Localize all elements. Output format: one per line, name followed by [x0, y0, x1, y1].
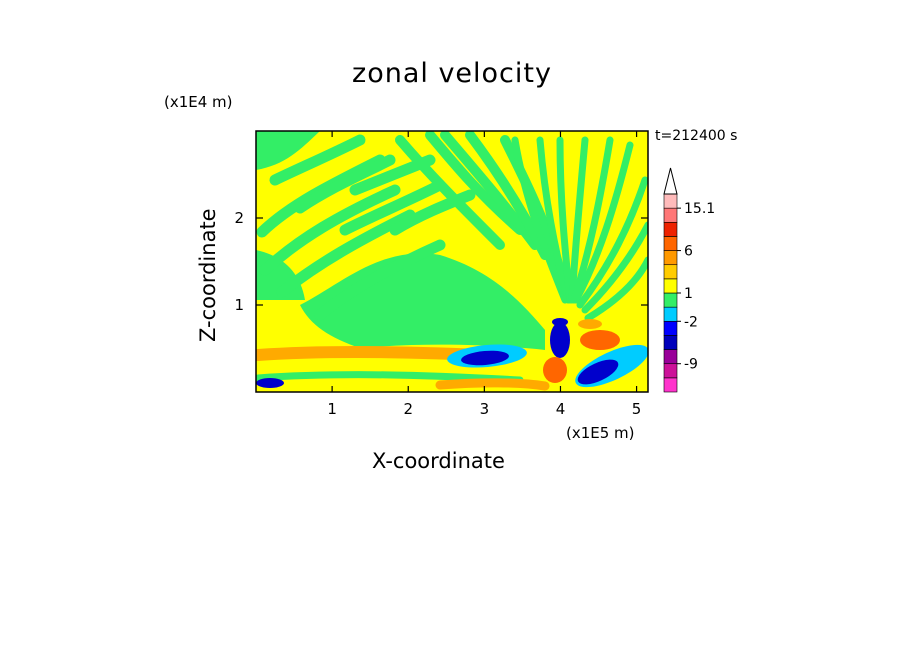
green-stripe — [440, 131, 540, 250]
green-stripe — [576, 176, 648, 309]
colorbar: 15.1 6 1 -2 -9 — [663, 167, 715, 393]
colorbar-label: -2 — [684, 314, 698, 330]
y-tick-label: 2 — [234, 209, 244, 227]
green-stripe — [339, 179, 446, 236]
green-stripe — [570, 136, 614, 304]
colorbar-swatch — [663, 292, 678, 308]
x-tick-label: 2 — [403, 400, 413, 418]
green-stripe — [568, 136, 589, 304]
colorbar-swatch — [663, 377, 678, 393]
colorbar-swatch — [663, 221, 678, 237]
colorbar-swatch — [663, 335, 678, 350]
blue-blob — [256, 378, 284, 388]
green-stripe — [294, 154, 396, 214]
x-tick-label: 3 — [480, 400, 490, 418]
green-stripe — [584, 256, 648, 322]
colorbar-label: 1 — [684, 286, 693, 302]
orange-band — [435, 378, 550, 391]
colorbar-swatch — [663, 349, 678, 365]
green-stripe — [465, 131, 550, 260]
green-stripe — [572, 141, 634, 304]
velocity-field — [256, 131, 648, 392]
chart-title: zonal velocity — [352, 58, 552, 89]
green-stripe — [536, 136, 572, 304]
colorbar-extend-arrow — [663, 167, 678, 195]
green-region — [256, 131, 320, 170]
green-stripe — [581, 221, 648, 314]
plot-frame — [255, 130, 649, 393]
x-axis-unit-label: (x1E5 m) — [566, 424, 635, 442]
x-axis-ticks: 1 2 3 4 5 — [327, 131, 641, 418]
green-stripe — [425, 131, 525, 235]
orange-blob — [578, 319, 602, 329]
green-stripe — [556, 136, 574, 304]
blue-blob — [552, 318, 568, 326]
time-label: t=212400 s — [655, 128, 738, 144]
green-stripe — [314, 239, 446, 321]
colorbar-swatch — [663, 236, 678, 251]
green-band — [256, 371, 524, 384]
green-stripe — [389, 189, 476, 236]
colorbar-swatch — [663, 320, 678, 336]
green-stripe — [276, 209, 416, 298]
blue-blob — [461, 350, 509, 366]
colorbar-swatch — [663, 278, 678, 294]
red-blob — [580, 330, 620, 350]
colorbar-label: 6 — [684, 244, 693, 260]
y-tick-label: 1 — [234, 296, 244, 314]
colorbar-swatch — [663, 250, 678, 266]
green-stripe — [269, 134, 366, 186]
colorbar-swatch — [663, 363, 678, 379]
colorbar-swatch — [663, 306, 678, 322]
blue-blob — [577, 359, 619, 385]
colorbar-swatch — [663, 264, 678, 280]
red-blob — [543, 357, 567, 383]
colorbar-label: -9 — [684, 357, 698, 373]
z-axis-unit-label: (x1E4 m) — [164, 93, 233, 111]
green-stripe — [259, 184, 401, 276]
x-axis-label: X-coordinate — [372, 449, 505, 473]
green-region — [300, 253, 545, 350]
x-tick-label: 1 — [327, 400, 337, 418]
colorbar-swatch — [663, 193, 678, 209]
x-tick-label: 4 — [556, 400, 566, 418]
green-stripe — [511, 136, 569, 304]
colorbar-label: 15.1 — [684, 201, 715, 217]
green-stripe — [395, 135, 505, 250]
x-tick-label: 5 — [632, 400, 642, 418]
blue-blob — [550, 322, 570, 358]
colorbar-swatch — [663, 207, 678, 223]
y-axis-ticks: 12 — [234, 209, 648, 314]
